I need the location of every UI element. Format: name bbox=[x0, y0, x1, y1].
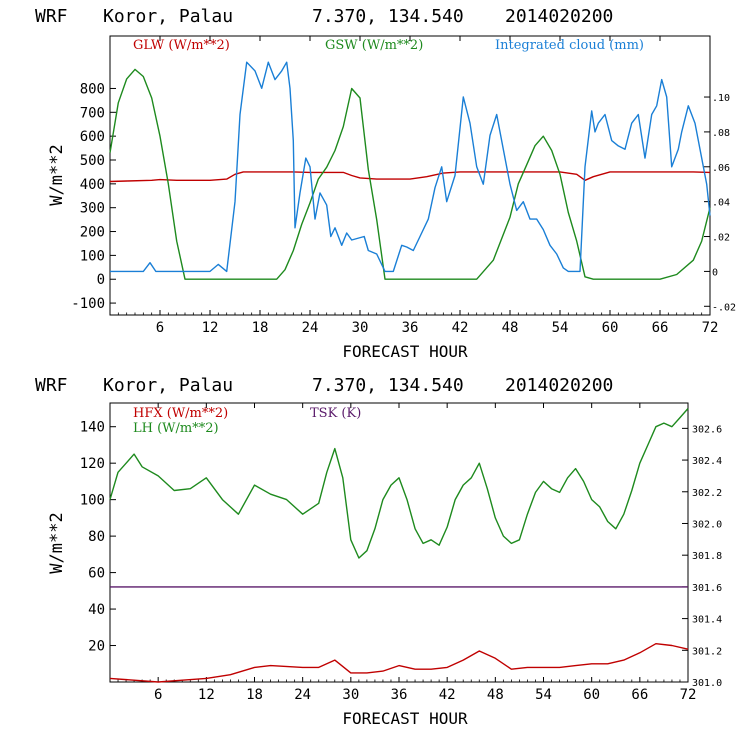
chart-2-y2-tick-label: 301.6 bbox=[692, 583, 722, 594]
chart-1-x-tick-label: 42 bbox=[452, 320, 469, 336]
chart-2-grid-ticks: 6 12 18 24 30 36 42 48 54 60 66 72 20 40 60 80 100 120 140… bbox=[80, 403, 722, 703]
chart-2-y2-tick-label: 301.8 bbox=[692, 551, 722, 562]
chart-1-y-tick-label: 800 bbox=[80, 81, 105, 97]
chart-2-header-model: WRF bbox=[35, 375, 68, 396]
chart-2-y2-tick-label: 301.0 bbox=[692, 678, 722, 689]
chart-2-header-coords: 7.370, 134.540 bbox=[312, 375, 464, 396]
chart-2-x-tick-label: 72 bbox=[680, 687, 697, 703]
chart-1-x-tick-label: 18 bbox=[252, 320, 269, 336]
chart-1-legend-cloud: Integrated cloud (mm) bbox=[495, 38, 644, 53]
chart-1-x-tick-label: 72 bbox=[702, 320, 719, 336]
chart-2-x-tick-label: 42 bbox=[439, 687, 456, 703]
chart-2-y-tick-label: 80 bbox=[88, 529, 105, 545]
chart-2-y2-tick-label: 302.6 bbox=[692, 424, 722, 435]
chart-1-legend-glw: GLW (W/m**2) bbox=[133, 38, 230, 53]
chart-1-series-blue-line bbox=[110, 61, 711, 273]
chart-1-x-tick-label: 36 bbox=[402, 320, 419, 336]
chart-2-header-init: 2014020200 bbox=[505, 375, 613, 396]
chart-2-series-red-line bbox=[109, 643, 689, 683]
chart-2-y-tick-label: 100 bbox=[80, 493, 105, 509]
chart-1-series-green-line bbox=[109, 68, 711, 280]
chart-2-x-tick-label: 36 bbox=[391, 687, 408, 703]
chart-1-grid-ticks: 6 12 18 24 30 36 42 48 54 60 66 72 -100 0 100 200 300 400… bbox=[71, 36, 736, 336]
chart-2-y-tick-label: 120 bbox=[80, 456, 105, 472]
chart-1-x-tick-label: 48 bbox=[502, 320, 519, 336]
chart-1-x-tick-label: 60 bbox=[602, 320, 619, 336]
chart-1-y-tick-label: 100 bbox=[80, 248, 105, 264]
chart-1-series-layer bbox=[109, 61, 711, 280]
chart-1-x-tick-label: 6 bbox=[156, 320, 164, 336]
chart-1-y2-tick-label: -.02 bbox=[712, 302, 736, 313]
chart-1-plot-frame bbox=[109, 35, 711, 316]
chart-2-y2-tick-label: 302.0 bbox=[692, 519, 722, 530]
chart-2-legend-tsk: TSK (K) bbox=[310, 406, 361, 421]
chart-2: WRF Koror, Palau 7.370, 134.540 20140202… bbox=[35, 375, 722, 728]
chart-1-y-axis-label: W/m**2 bbox=[47, 144, 67, 205]
chart-1-header-model: WRF bbox=[35, 6, 68, 27]
chart-1-x-tick-label: 66 bbox=[652, 320, 669, 336]
chart-1-y-tick-label: 0 bbox=[97, 272, 105, 288]
chart-2-x-tick-label: 12 bbox=[198, 687, 215, 703]
chart-1-header-coords: 7.370, 134.540 bbox=[312, 6, 464, 27]
chart-2-y-tick-label: 20 bbox=[88, 639, 105, 655]
chart-1-header-init: 2014020200 bbox=[505, 6, 613, 27]
chart-1-y2-tick-label: .06 bbox=[712, 163, 730, 174]
chart-2-series-green-line bbox=[109, 408, 689, 559]
chart-2-header-location: Koror, Palau bbox=[103, 375, 233, 396]
chart-1-y2-tick-label: 0 bbox=[712, 267, 718, 278]
chart-1-header-location: Koror, Palau bbox=[103, 6, 233, 27]
chart-1-y-tick-label: 400 bbox=[80, 177, 105, 193]
chart-1-y-tick-label: 700 bbox=[80, 105, 105, 121]
chart-2-x-tick-label: 60 bbox=[583, 687, 600, 703]
chart-1-x-tick-label: 12 bbox=[202, 320, 219, 336]
chart-1-x-axis-label: FORECAST HOUR bbox=[342, 342, 468, 361]
chart-1-x-tick-label: 24 bbox=[302, 320, 319, 336]
chart-2-y2-tick-label: 302.4 bbox=[692, 456, 722, 467]
chart-1-y-tick-label: 500 bbox=[80, 153, 105, 169]
chart-2-y-tick-label: 40 bbox=[88, 602, 105, 618]
chart-2-x-axis-label: FORECAST HOUR bbox=[342, 709, 468, 728]
chart-2-series-layer bbox=[109, 408, 689, 683]
chart-2-y-tick-label: 140 bbox=[80, 420, 105, 436]
chart-2-x-tick-label: 30 bbox=[342, 687, 359, 703]
chart-2-x-tick-label: 54 bbox=[535, 687, 552, 703]
chart-2-x-tick-label: 6 bbox=[154, 687, 162, 703]
chart-1: WRF Koror, Palau 7.370, 134.540 20140202… bbox=[35, 6, 736, 361]
chart-1-y2-tick-label: .02 bbox=[712, 233, 730, 244]
chart-2-y2-tick-label: 301.2 bbox=[692, 646, 722, 657]
chart-1-series-red-line bbox=[109, 171, 711, 183]
chart-1-y-tick-label: -100 bbox=[71, 296, 105, 312]
chart-2-legend-lh: LH (W/m**2) bbox=[133, 421, 219, 436]
chart-2-y-tick-label: 60 bbox=[88, 566, 105, 582]
chart-1-y2-tick-label: .10 bbox=[712, 93, 730, 104]
chart-1-y-tick-label: 600 bbox=[80, 129, 105, 145]
chart-1-y2-tick-label: .04 bbox=[712, 198, 730, 209]
chart-2-x-tick-label: 48 bbox=[487, 687, 504, 703]
chart-2-y-axis-label: W/m**2 bbox=[47, 512, 67, 573]
chart-1-y2-tick-label: .08 bbox=[712, 128, 730, 139]
chart-2-x-tick-label: 66 bbox=[631, 687, 648, 703]
chart-2-plot-frame bbox=[109, 402, 689, 683]
chart-2-y2-tick-label: 302.2 bbox=[692, 488, 722, 499]
chart-1-x-tick-label: 30 bbox=[352, 320, 369, 336]
chart-1-y-tick-label: 200 bbox=[80, 225, 105, 241]
chart-2-x-tick-label: 24 bbox=[294, 687, 311, 703]
chart-2-y2-tick-label: 301.4 bbox=[692, 615, 722, 626]
chart-1-y-tick-label: 300 bbox=[80, 201, 105, 217]
chart-2-legend-hfx: HFX (W/m**2) bbox=[133, 406, 228, 421]
chart-2-x-tick-label: 18 bbox=[246, 687, 263, 703]
chart-1-legend-gsw: GSW (W/m**2) bbox=[325, 38, 423, 53]
chart-1-x-tick-label: 54 bbox=[552, 320, 569, 336]
